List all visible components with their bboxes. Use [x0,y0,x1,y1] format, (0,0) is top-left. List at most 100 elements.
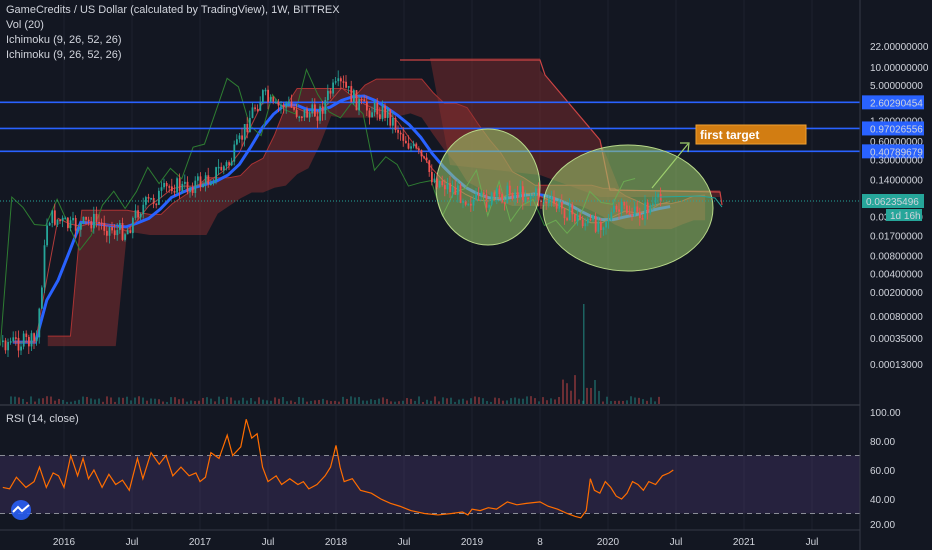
volume-bar [482,398,484,404]
candle-body [316,116,319,121]
ellipse-annotations[interactable] [435,128,714,272]
price-tick-label: 10.00000000 [870,63,929,74]
volume-bar [102,401,104,404]
candle-body [436,178,438,188]
volume-bar [226,396,228,404]
level-badge [862,121,924,136]
candle-body [649,205,652,214]
candle-body [197,176,199,181]
volume-bar [554,399,556,404]
candle-body [399,132,402,135]
candle-body [613,205,615,213]
candle-body [610,212,613,220]
candle-body [121,222,124,240]
candle-body [641,218,644,220]
candle-body [314,104,316,117]
volume-bar [422,401,424,404]
candle-body [477,193,480,196]
chart-title[interactable]: GameCredits / US Dollar (calculated by T… [6,4,340,16]
candle-body [168,186,171,188]
legend-volume[interactable]: Vol (20) [6,19,44,31]
volume-bar [14,396,16,404]
candle-body [246,123,249,133]
volume-bar [222,399,224,404]
candle-body [516,192,519,198]
candle-body [111,227,113,231]
volume-bar [350,396,352,404]
candle-body [467,203,470,206]
candle-body [324,100,327,114]
candle-body [368,110,371,118]
candle-body [568,204,571,221]
candle-body [272,97,275,102]
rsi-axis-ticks: 100.00 80.00 60.00 40.00 20.00 [870,408,901,531]
rsi-title[interactable]: RSI (14, close) [6,413,79,425]
candle-body [301,116,303,119]
candle-body [113,230,116,236]
volume-bar [394,401,396,404]
candle-body [285,103,288,108]
volume-bar [454,401,456,404]
candle-body [626,205,628,214]
candle-body [249,117,251,133]
volume-bar [430,400,432,404]
candle-body [433,178,436,183]
candle-body [350,86,353,103]
volume-bar [302,397,304,404]
volume-bar [254,401,256,404]
candle-body [472,199,475,206]
volume-bar [294,401,296,404]
price-axis-bg[interactable] [860,0,932,550]
volume-bar [326,400,328,404]
candle-body [202,184,204,188]
candle-body [332,82,334,94]
candle-body [303,109,306,118]
candle-body [61,217,64,221]
volume-bar [154,398,156,404]
candle-body [475,193,477,200]
volume-bar [358,397,360,404]
volume-bar [150,398,152,404]
candle-body [654,197,657,204]
price-candles [2,70,723,358]
volume-bar [470,398,472,404]
volume-bar [182,398,184,404]
volume-bar [322,398,324,404]
candle-body [43,245,46,288]
candle-body [59,219,61,222]
volume-bar [26,401,28,404]
candle-body [295,109,298,117]
volume-bar [418,396,420,404]
volume-bar [146,400,148,404]
price-tick-label: 0.40789679 [870,147,923,158]
target-arrow[interactable] [651,143,689,189]
candle-body [17,337,20,351]
volume-bar [442,397,444,404]
legend-ichimoku-2[interactable]: Ichimoku (9, 26, 52, 26) [6,49,122,61]
ellipse-annotation-2[interactable] [542,144,714,272]
candle-body [459,185,462,203]
price-tick-label: 0.14000000 [870,176,923,187]
candle-body [282,105,285,108]
volume-bar [590,387,592,404]
candle-body [74,217,77,231]
candle-body [397,129,399,133]
rsi-tick-label: 40.00 [870,495,895,506]
volume-bar [542,397,544,404]
candle-body [225,162,228,167]
candle-body [498,188,501,195]
legend-ichimoku-1[interactable]: Ichimoku (9, 26, 52, 26) [6,34,122,46]
ellipse-annotation-1[interactable] [435,128,541,246]
candle-body [501,194,503,203]
target-box[interactable] [695,124,807,145]
candle-body [194,180,197,193]
tradingview-logo-icon[interactable] [8,500,34,520]
rsi-pane [0,419,860,519]
volume-bar [210,398,212,404]
volume-bar [34,401,36,404]
volume-bar [398,401,400,404]
candle-body [402,133,405,141]
candle-body [431,171,433,183]
volume-bar [66,401,68,404]
